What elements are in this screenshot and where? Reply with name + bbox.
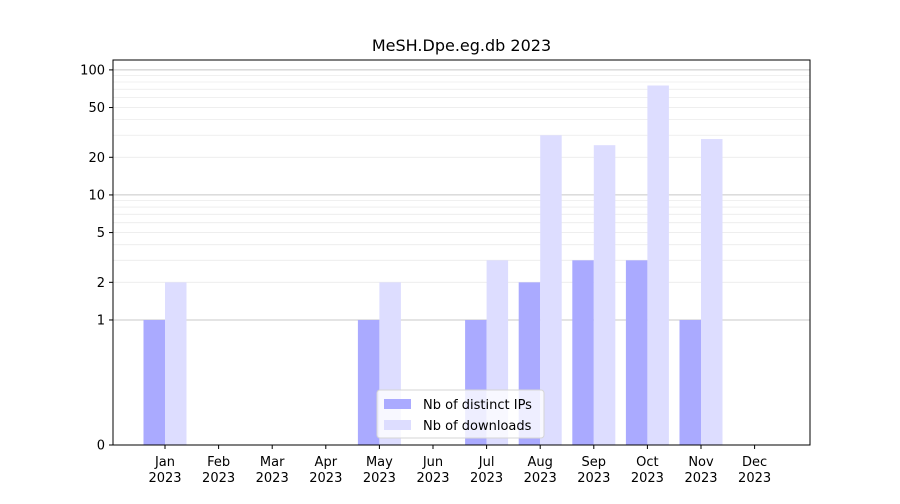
- bar-downloads: [701, 139, 723, 445]
- bar-distinct-ips: [143, 319, 165, 445]
- plot-frame: [112, 59, 811, 446]
- bar-downloads: [593, 145, 616, 445]
- x-tick-label: Dec 2023: [738, 455, 771, 486]
- y-tick-label: 5: [97, 226, 105, 241]
- x-tick-label: Jan 2023: [148, 455, 181, 486]
- chart-title: MeSH.Dpe.eg.db 2023: [372, 36, 551, 55]
- y-tick-label: 20: [88, 151, 105, 166]
- legend-label: Nb of downloads: [423, 419, 532, 434]
- x-tick-label: Aug 2023: [524, 455, 557, 486]
- legend: Nb of distinct IPs Nb of downloads: [376, 389, 545, 439]
- y-tick-label: 100: [80, 63, 105, 78]
- legend-label: Nb of distinct IPs: [423, 398, 532, 413]
- axis-layer: 0 1 2 5 10 20 50 100 Jan 2023 Feb 2023 Mar 2023 Apr 202…: [80, 63, 771, 486]
- bar-distinct-ips: [357, 319, 380, 445]
- legend-swatch: [384, 420, 411, 430]
- y-tick-label: 2: [97, 276, 105, 291]
- x-tick-label: Oct 2023: [631, 455, 664, 486]
- bar-distinct-ips: [679, 319, 701, 445]
- bar-distinct-ips: [625, 260, 648, 445]
- grid-layer: [113, 69, 810, 321]
- y-tick-label: 50: [88, 101, 105, 116]
- bar-downloads: [540, 135, 562, 445]
- bar-downloads: [647, 85, 669, 445]
- x-tick-label: Jul 2023: [470, 455, 503, 486]
- x-tick-label: Sep 2023: [577, 455, 610, 486]
- legend-box: [376, 389, 545, 439]
- x-tick-label: Feb 2023: [202, 455, 235, 486]
- x-tick-label: May 2023: [363, 455, 396, 486]
- x-tick-label: Mar 2023: [256, 455, 289, 486]
- x-tick-label: Nov 2023: [684, 455, 717, 486]
- y-tick-label: 0: [97, 439, 105, 454]
- legend-swatch: [384, 399, 411, 409]
- bar-downloads: [165, 282, 187, 445]
- x-tick-label: Jun 2023: [416, 455, 449, 486]
- bar-distinct-ips: [572, 260, 594, 445]
- x-tick-label: Apr 2023: [309, 455, 342, 486]
- y-tick-label: 10: [88, 188, 105, 203]
- y-tick-label: 1: [97, 313, 105, 328]
